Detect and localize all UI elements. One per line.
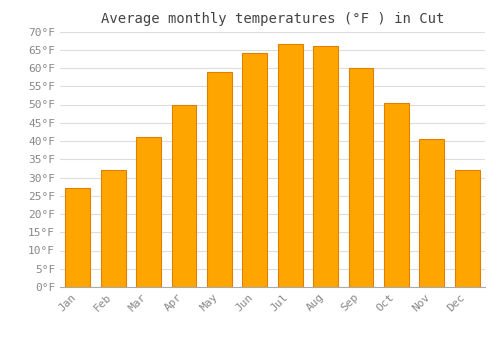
- Bar: [172, 105, 196, 287]
- Bar: [136, 137, 161, 287]
- Bar: [313, 46, 338, 287]
- Bar: [348, 68, 374, 287]
- Bar: [242, 54, 267, 287]
- Bar: [384, 103, 409, 287]
- Bar: [207, 72, 232, 287]
- Bar: [420, 139, 444, 287]
- Bar: [66, 188, 90, 287]
- Title: Average monthly temperatures (°F ) in Cut: Average monthly temperatures (°F ) in Cu…: [101, 12, 444, 26]
- Bar: [455, 170, 479, 287]
- Bar: [100, 170, 126, 287]
- Bar: [278, 44, 302, 287]
